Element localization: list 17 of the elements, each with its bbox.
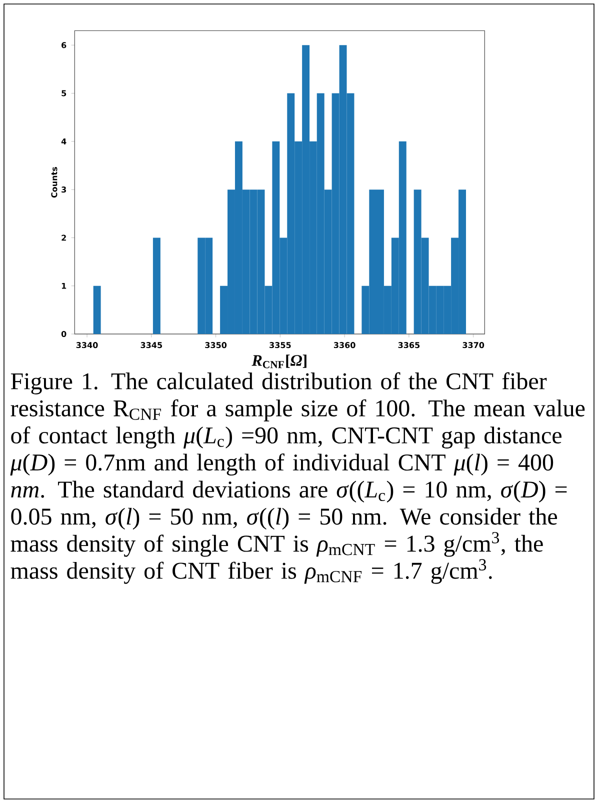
x-tick-label: 3340	[76, 342, 98, 348]
y-tick-label: 2	[62, 234, 66, 241]
y-tick-label: 1	[62, 282, 66, 289]
y-tick-label: 4	[61, 138, 66, 144]
x-axis-title: R$_{CNF}$[Ω]	[252, 354, 306, 368]
x-tick-label: 3370	[462, 342, 484, 348]
y-axis-title: Counts	[51, 167, 58, 198]
text: Figure 1. The calculated distribution of the CNT fiber resistance R$_{CNF}$ for a sample size of 100. The mean value of contact length μ(L$_{c}$) =90 nm, CNT-CNT gap distance μ(D) = 0.7nm and length of individual CNT μ(l) = 400 nm. The standard deviations are σ((L$_{c}$) = 10 nm, σ(D) = 0.05 nm, σ(l) = 50 nm, σ((l) = 50 nm. We consider the mass density of single CNT is ρ$_{mCNT}$ = 1.3 g/cm$^{3}$, the mass density of CNT fiber is ρ$_{mCNF}$ = 1.7 g/cm$^{3}$.	[10, 372, 585, 584]
y-tick-label: 6	[62, 42, 66, 48]
x-tick-label: 3355	[270, 342, 291, 348]
y-tick-label: 0	[61, 330, 66, 338]
x-tick-label: 3365	[398, 342, 420, 348]
y-tick-label: 5	[62, 90, 66, 96]
x-tick-label: 3345	[140, 342, 162, 348]
y-tick-label: 3	[62, 186, 66, 193]
x-tick-label: 3350	[205, 342, 227, 348]
x-tick-label: 3360	[334, 342, 356, 348]
